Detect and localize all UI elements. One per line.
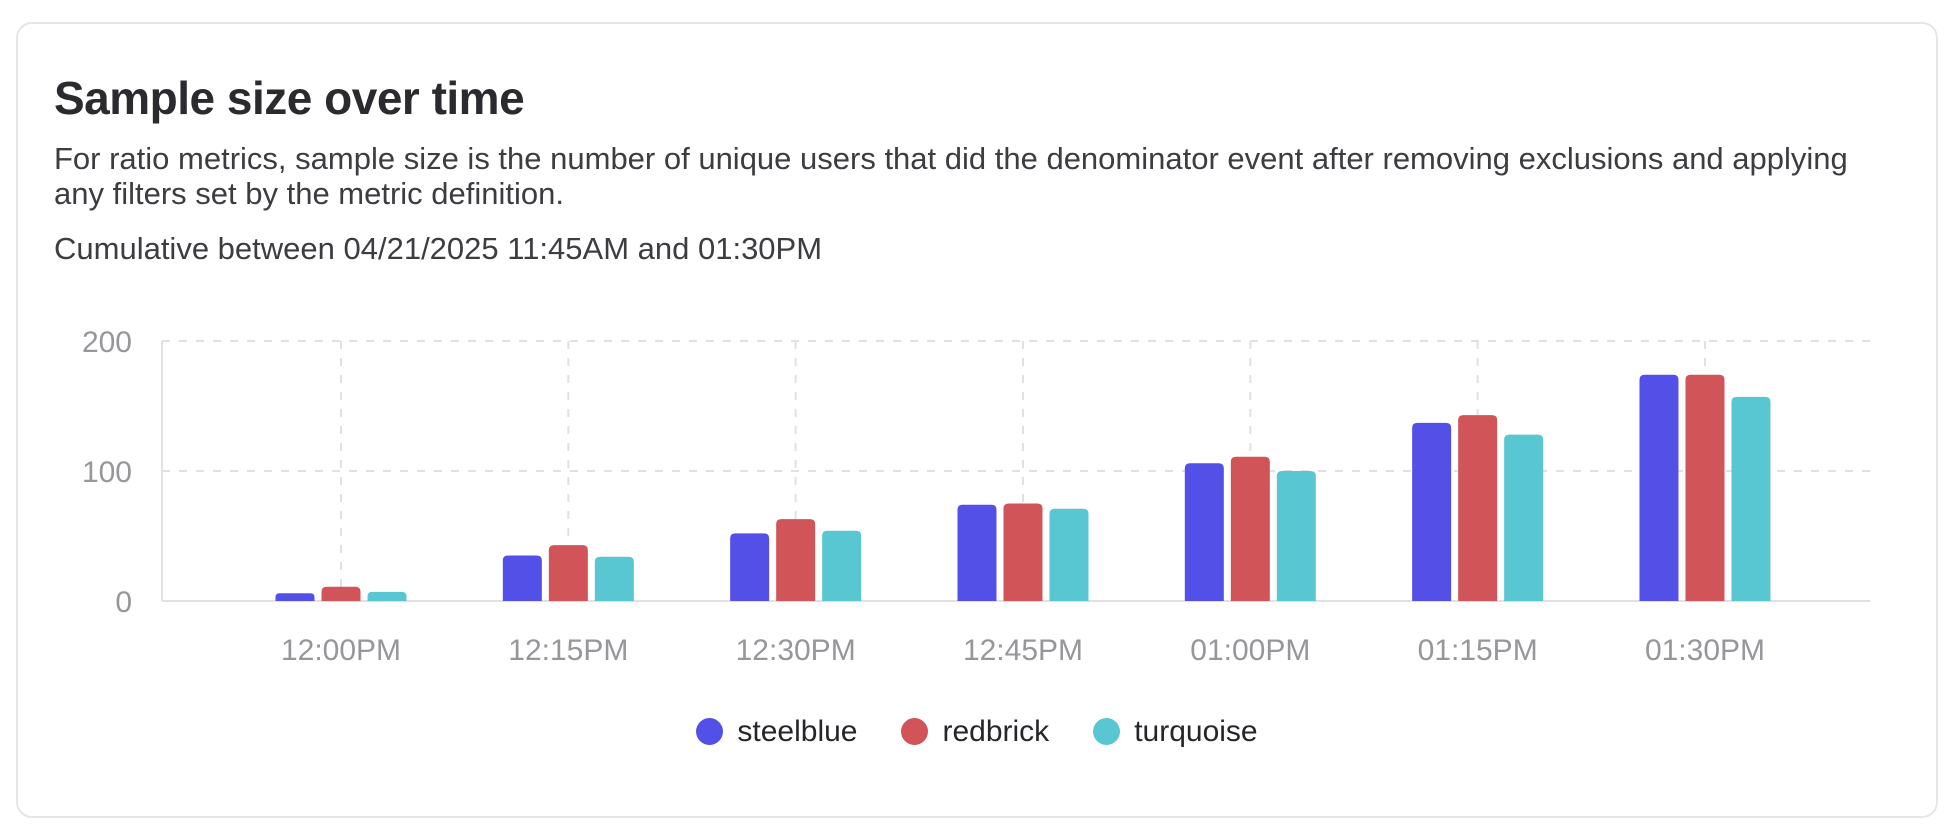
x-axis-label: 12:45PM [963,634,1083,667]
bar-redbrick-12:15PM[interactable] [548,544,588,601]
bar-steelblue-12:45PM[interactable] [957,504,997,601]
x-axis-label: 01:15PM [1418,634,1538,667]
legend-item-turquoise[interactable]: turquoise [1093,714,1258,749]
page-title: Sample size over time [54,72,525,124]
y-axis-label: 200 [82,326,132,359]
bar-redbrick-12:30PM[interactable] [776,518,816,601]
bar-turquoise-12:45PM[interactable] [1049,508,1089,601]
bar-redbrick-01:15PM[interactable] [1458,414,1498,601]
legend-dot-turquoise [1093,718,1121,746]
bar-steelblue-01:00PM[interactable] [1184,463,1224,601]
date-range-label: Cumulative between 04/21/2025 11:45AM an… [54,230,823,266]
bar-redbrick-01:30PM[interactable] [1685,374,1725,601]
bar-turquoise-01:15PM[interactable] [1504,434,1544,601]
x-axis-label: 01:00PM [1190,634,1310,667]
bar-turquoise-01:00PM[interactable] [1276,470,1316,601]
bar-turquoise-12:30PM[interactable] [822,530,862,601]
x-axis-label: 01:30PM [1645,634,1765,667]
bar-steelblue-12:00PM[interactable] [275,593,315,601]
legend-item-redbrick[interactable]: redbrick [901,715,1049,749]
sample-size-card: Sample size over time For ratio metrics,… [16,22,1938,818]
chart-legend: steelblue redbrick turquoise [54,715,1900,749]
legend-dot-steelblue [696,718,724,746]
x-axis-label: 12:15PM [508,634,628,667]
bar-steelblue-12:15PM[interactable] [502,555,542,601]
x-axis-label: 12:00PM [281,634,401,667]
y-axis-label: 0 [115,586,132,619]
bar-turquoise-12:15PM[interactable] [594,556,634,601]
sample-size-chart: 0 100 200 12:00PM 12:15PM 12:30PM 12:45PM 01:00… [82,326,1870,667]
bar-steelblue-01:30PM[interactable] [1639,374,1679,601]
bar-redbrick-12:00PM[interactable] [321,586,361,601]
legend-label: turquoise [1134,714,1258,748]
chart-description: For ratio metrics, sample size is the nu… [54,140,1848,211]
bar-steelblue-12:30PM[interactable] [730,533,770,601]
sample-size-chart-container: 0 100 200 12:00PM 12:15PM 12:30PM 12:45PM 01:00… [54,312,1900,749]
x-axis-label: 12:30PM [736,634,856,667]
bar-redbrick-12:45PM[interactable] [1003,503,1043,601]
bar-redbrick-01:00PM[interactable] [1230,456,1270,601]
bar-turquoise-12:00PM[interactable] [367,591,407,601]
bar-steelblue-01:15PM[interactable] [1412,422,1452,601]
legend-label: redbrick [942,714,1050,748]
legend-dot-redbrick [901,718,929,746]
legend-label: steelblue [737,714,858,748]
legend-item-steelblue[interactable]: steelblue [696,715,857,749]
y-axis-label: 100 [82,456,132,489]
bar-turquoise-01:30PM[interactable] [1731,396,1771,601]
